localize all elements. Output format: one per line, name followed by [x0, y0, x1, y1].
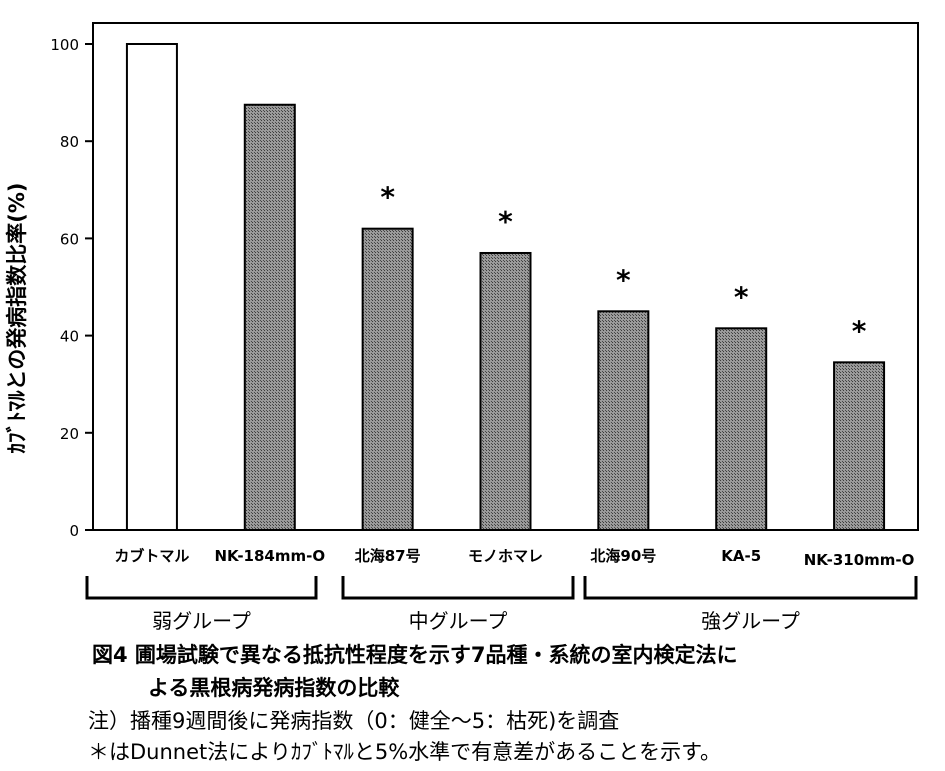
- y-tick-label: 20: [60, 425, 79, 443]
- x-tick-label: NK-310mm-O: [804, 551, 915, 569]
- x-tick-label: KA-5: [721, 547, 761, 565]
- group-label: 弱グループ: [152, 609, 251, 633]
- y-tick-label: 80: [60, 133, 79, 151]
- group-bracket: [85, 576, 318, 600]
- group-label: 中グループ: [409, 609, 508, 633]
- bar-6: [833, 361, 886, 531]
- y-tick-label: 40: [60, 328, 79, 346]
- significance-mark: *: [734, 280, 749, 313]
- significance-mark: *: [852, 314, 867, 347]
- significance-mark: *: [380, 181, 395, 214]
- significance-marks: * * * * *: [380, 181, 866, 348]
- significance-mark: *: [498, 205, 513, 238]
- bar-0: [125, 43, 178, 531]
- group-bracket: [583, 576, 918, 600]
- x-axis-labels: カブトマル NK-184mm-O 北海87号 モノホマレ 北海90号 KA-5 NK-310…: [114, 547, 914, 569]
- group-label: 強グループ: [701, 609, 800, 633]
- bar-1: [243, 103, 296, 531]
- bar-4: [597, 310, 650, 531]
- y-axis-title: ｶﾌﾞﾄﾏﾙとの発病指数比率(%): [5, 182, 29, 453]
- bar-3: [479, 251, 532, 531]
- x-tick-label: 北海90号: [590, 547, 656, 565]
- figure-note-significance: ＊はDunnet法によりｶﾌﾞﾄﾏﾙと5%水準で有意差があることを示す。: [88, 740, 722, 764]
- x-tick-label: 北海87号: [355, 547, 421, 565]
- bar-5: [715, 327, 768, 531]
- y-tick-label: 0: [69, 522, 79, 540]
- group-brackets: 弱グループ 中グループ 強グループ: [85, 576, 918, 633]
- bars: [125, 43, 886, 531]
- significance-mark: *: [616, 263, 631, 296]
- x-tick-label: カブトマル: [114, 547, 189, 565]
- figure-caption-title: 図4 圃場試験で異なる抵抗性程度を示す7品種・系統の室内検定法に: [92, 643, 738, 667]
- bar-2: [361, 227, 414, 531]
- y-tick-label: 60: [60, 230, 79, 248]
- x-tick-label: モノホマレ: [468, 547, 543, 565]
- x-tick-label: NK-184mm-O: [214, 547, 325, 565]
- figure-note: 注）播種9週間後に発病指数（0：健全〜5：枯死)を調査: [88, 709, 620, 733]
- y-axis: 0 20 40 60 80 100: [50, 36, 93, 540]
- group-bracket: [341, 576, 575, 600]
- y-tick-label: 100: [50, 36, 79, 54]
- figure-caption-title-cont: よる黒根病発病指数の比較: [148, 676, 400, 700]
